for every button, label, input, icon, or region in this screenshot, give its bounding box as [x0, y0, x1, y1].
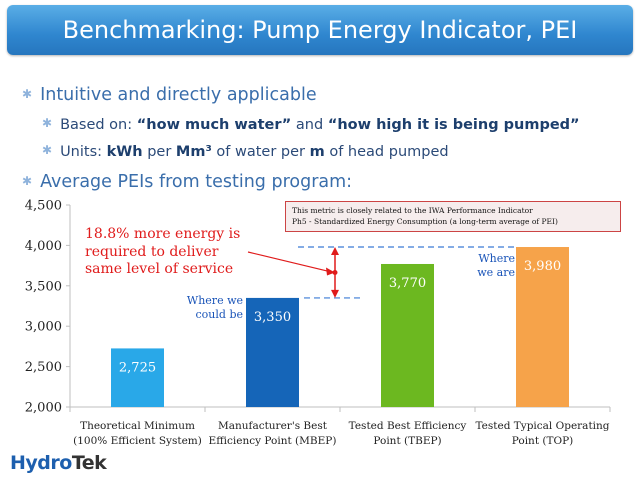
where-we-are-line-2: we are: [477, 266, 515, 279]
category-label: Point (TBEP): [373, 435, 441, 447]
bar-value-label: 3,770: [389, 276, 426, 291]
bullet-4: ✱ Average PEIs from testing program:: [22, 172, 352, 192]
slide-title: Benchmarking: Pump Energy Indicator, PEI: [62, 16, 578, 44]
where-we-are-line-1: Where: [478, 252, 515, 265]
gap-arrow-head-down: [331, 289, 339, 298]
y-tick-label: 2,000: [25, 401, 62, 416]
bullet-3-prefix: Units:: [60, 144, 107, 160]
category-label: Tested Typical Operating: [475, 420, 609, 432]
bullet-star-icon: ✱: [42, 143, 53, 157]
energy-gap-pointer-head: [326, 267, 335, 276]
y-tick-label: 2,500: [25, 360, 62, 375]
category-label: Theoretical Minimum: [80, 420, 195, 432]
bullet-3: ✱ Units: kWh per Mm³ of water per m of he…: [42, 143, 449, 160]
energy-gap-line-2: required to deliver: [85, 243, 219, 260]
y-tick-label: 3,500: [25, 279, 62, 294]
bullet-star-icon: ✱: [22, 87, 33, 101]
bar-value-label: 3,980: [524, 259, 561, 274]
bullet-3-mid: of water per: [211, 144, 310, 160]
bullet-3-mm3: Mm³: [175, 144, 212, 160]
y-tick-label: 4,000: [25, 239, 62, 254]
category-label: Efficiency Point (MBEP): [209, 435, 337, 447]
bullet-2-prefix: Based on:: [60, 117, 137, 133]
bullet-star-icon: ✱: [22, 174, 33, 188]
bullet-star-icon: ✱: [42, 116, 53, 130]
logo-part-2: Tek: [71, 452, 107, 474]
energy-gap-pointer-line: [247, 251, 330, 273]
bullet-3-per: per: [142, 144, 176, 160]
callout-line-2: Ph5 - Standardized Energy Consumption (a…: [292, 217, 558, 226]
where-we-could-be-label: Where we could be: [160, 294, 243, 322]
bullet-1: ✱ Intuitive and directly applicable: [22, 85, 317, 105]
where-we-are-label: Where we are: [455, 252, 515, 280]
iwa-callout-box: This metric is closely related to the IW…: [285, 201, 621, 232]
bullet-2: ✱ Based on: “how much water” and “how hig…: [42, 116, 580, 133]
y-tick-label: 3,000: [25, 320, 62, 335]
bar: [381, 263, 434, 407]
bar: [516, 247, 569, 407]
bullet-2-quote-1: “how much water”: [136, 117, 292, 133]
hydratek-logo: HydroTek: [10, 452, 107, 474]
category-label: Manufacturer's Best: [218, 420, 328, 432]
bullet-1-text: Intuitive and directly applicable: [40, 85, 317, 105]
bullet-3-kwh: kWh: [106, 144, 143, 160]
gap-arrow-head-up: [331, 247, 339, 256]
bar-value-label: 3,350: [254, 310, 291, 325]
bullet-3-suffix: of head pumped: [324, 144, 449, 160]
category-label: Point (TOP): [512, 435, 574, 447]
bullet-2-quote-2: “how high it is being pumped”: [327, 117, 580, 133]
callout-line-1: This metric is closely related to the IW…: [292, 206, 533, 215]
bar: [111, 348, 164, 407]
energy-gap-annotation: 18.8% more energy is required to deliver…: [85, 226, 240, 279]
title-bar: Benchmarking: Pump Energy Indicator, PEI: [7, 5, 633, 55]
logo-part-1: Hydro: [10, 452, 72, 474]
y-tick-label: 4,500: [25, 199, 62, 214]
where-we-could-line-1: Where we: [186, 294, 243, 307]
bullet-3-m: m: [309, 144, 325, 160]
bar-value-label: 2,725: [119, 360, 156, 375]
bullet-2-mid: and: [291, 117, 328, 133]
energy-gap-line-1: 18.8% more energy is: [85, 226, 241, 242]
bullet-4-text: Average PEIs from testing program:: [40, 172, 353, 192]
category-label: Tested Best Efficiency: [349, 420, 467, 432]
bar: [246, 297, 299, 407]
category-label: (100% Efficient System): [73, 435, 202, 447]
where-we-could-line-2: could be: [195, 308, 243, 321]
energy-gap-line-3: same level of service: [85, 261, 234, 277]
